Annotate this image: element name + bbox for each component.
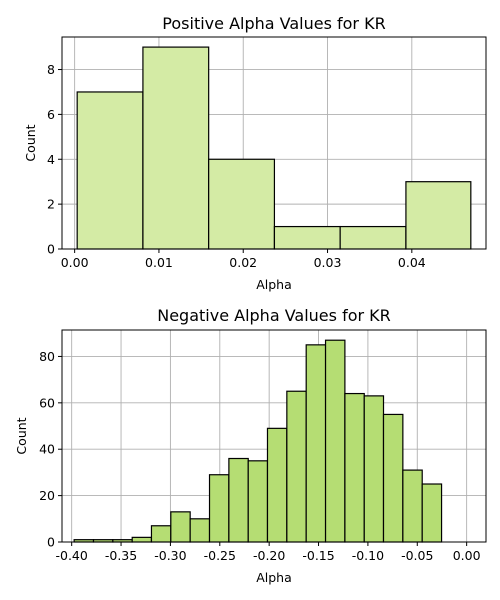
histogram-bar — [208, 158, 276, 250]
y-tick-label: 40 — [39, 442, 55, 457]
x-tick-label: 0.04 — [398, 255, 426, 270]
chart-panel-1: 0.00 0.01 0.02 0.03 0.04 0 2 4 6 8 Positive Alpha … — [23, 14, 487, 292]
x-axis-label: Alpha — [256, 277, 292, 292]
y-tick-label: 4 — [47, 152, 55, 167]
x-tick-label: -0.30 — [154, 548, 186, 563]
histogram-bar — [76, 91, 144, 250]
chart-title: Negative Alpha Values for KR — [157, 306, 391, 325]
y-tick-label: 8 — [47, 62, 55, 77]
chart-title: Positive Alpha Values for KR — [162, 14, 385, 33]
histogram-bar — [131, 536, 153, 543]
histogram-bar — [344, 392, 365, 543]
histogram-bar — [305, 344, 327, 543]
histogram-bar — [228, 457, 249, 543]
y-tick-label: 60 — [39, 395, 55, 410]
histogram-bar — [324, 339, 346, 543]
y-tick-label: 2 — [47, 197, 55, 212]
histogram-bar — [421, 483, 443, 543]
histogram-bar — [402, 469, 423, 543]
histogram-bar — [273, 225, 341, 250]
x-tick-label: -0.15 — [302, 548, 334, 563]
histogram-bar — [405, 181, 472, 250]
chart-panel-2: -0.40 -0.35 -0.30 -0.25 -0.20 -0.15 -0.10 -0.05… — [14, 306, 487, 585]
x-tick-label: -0.25 — [204, 548, 236, 563]
histogram-bar — [170, 511, 191, 543]
y-tick-label: 6 — [47, 107, 55, 122]
histogram-bar — [142, 46, 210, 250]
plot-frame — [61, 36, 487, 250]
x-tick-label: 0.00 — [453, 548, 481, 563]
x-tick-label: 0.02 — [229, 255, 257, 270]
x-tick-label: -0.40 — [56, 548, 88, 563]
x-tick-label: 0.00 — [61, 255, 89, 270]
histogram-bar — [286, 390, 307, 543]
y-axis-label: Count — [23, 124, 38, 161]
histogram-bar — [266, 427, 288, 543]
histogram-bar — [363, 395, 385, 543]
x-tick-label: 0.03 — [314, 255, 342, 270]
y-tick-label: 80 — [39, 349, 55, 364]
x-tick-label: 0.01 — [145, 255, 173, 270]
x-axis-label: Alpha — [256, 570, 292, 585]
x-tick-label: -0.10 — [352, 548, 384, 563]
x-tick-label: -0.35 — [105, 548, 137, 563]
histogram-bar — [189, 518, 211, 543]
plot-frame — [61, 329, 487, 543]
y-tick-label: 0 — [47, 535, 55, 550]
histogram-bar — [382, 413, 404, 543]
histogram-bar — [247, 460, 269, 543]
histogram-bar — [150, 525, 172, 543]
x-tick-label: -0.05 — [401, 548, 433, 563]
y-axis-label: Count — [14, 417, 29, 454]
histogram-bar — [339, 225, 407, 250]
x-tick-label: -0.20 — [253, 548, 285, 563]
y-tick-label: 20 — [39, 488, 55, 503]
histogram-bar — [208, 474, 230, 543]
y-tick-label: 0 — [47, 242, 55, 257]
